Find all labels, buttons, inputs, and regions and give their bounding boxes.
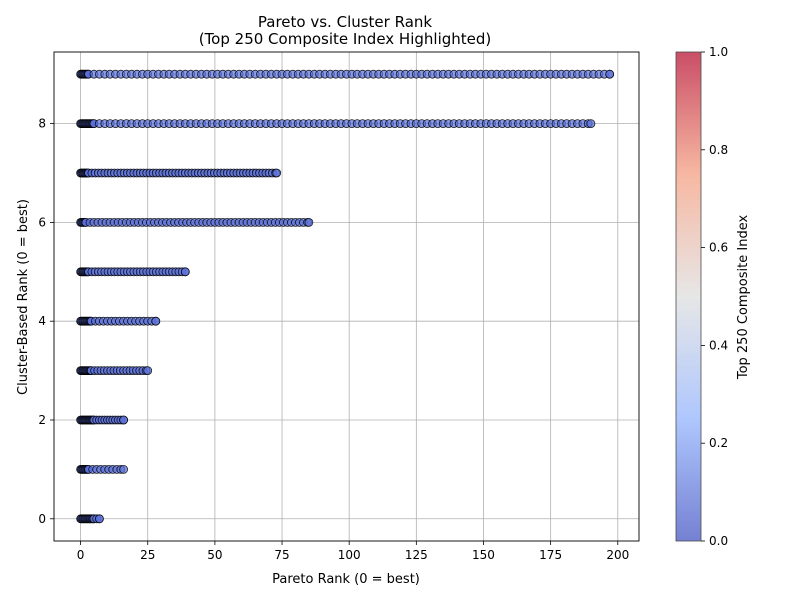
colorbar-tick-label: 0.4 bbox=[709, 338, 728, 352]
scatter-point bbox=[605, 69, 615, 79]
x-tick-label: 0 bbox=[77, 548, 85, 562]
scatter-point bbox=[272, 168, 282, 178]
scatter-point bbox=[95, 514, 104, 524]
scatter-point bbox=[304, 217, 314, 227]
colorbar-tick-label: 0.8 bbox=[709, 143, 728, 157]
plot-area-frame bbox=[53, 51, 640, 542]
colorbar-ticks: 0.0 0.2 0.4 0.6 0.8 1.0 bbox=[701, 45, 728, 548]
x-tick-label: 175 bbox=[539, 548, 562, 562]
chart-subtitle: (Top 250 Composite Index Highlighted) bbox=[199, 30, 492, 48]
x-tick-label: 100 bbox=[338, 548, 361, 562]
scatter-point bbox=[143, 366, 153, 376]
y-tick-label: 6 bbox=[38, 215, 46, 229]
y-axis-ticks: 0 2 4 6 8 bbox=[38, 117, 54, 526]
colorbar-tick-label: 0.2 bbox=[709, 436, 728, 450]
x-tick-label: 75 bbox=[274, 548, 289, 562]
scatter-point bbox=[586, 119, 596, 128]
scatter-point bbox=[119, 464, 128, 474]
x-tick-label: 50 bbox=[207, 548, 222, 562]
colorbar-tick-label: 0.0 bbox=[709, 534, 728, 548]
x-axis-label: Pareto Rank (0 = best) bbox=[272, 572, 420, 587]
y-tick-label: 2 bbox=[38, 413, 46, 427]
y-axis-label: Cluster-Based Rank (0 = best) bbox=[16, 199, 31, 395]
colorbar-label: Top 250 Composite Index bbox=[736, 215, 751, 381]
chart-title: Pareto vs. Cluster Rank bbox=[258, 13, 432, 31]
scatter-point bbox=[119, 415, 128, 425]
scatter-point bbox=[180, 267, 190, 277]
colorbar-tick-label: 0.6 bbox=[709, 241, 728, 255]
x-tick-label: 125 bbox=[405, 548, 428, 562]
colorbar bbox=[675, 51, 702, 542]
x-axis-ticks: 0 25 50 75 100 125 150 175 200 bbox=[77, 541, 629, 562]
scatter-points bbox=[76, 69, 615, 524]
colorbar-tick-label: 1.0 bbox=[709, 45, 728, 59]
x-tick-label: 200 bbox=[606, 548, 629, 562]
y-tick-label: 8 bbox=[38, 117, 46, 131]
scatter-point bbox=[151, 316, 161, 326]
x-tick-label: 150 bbox=[472, 548, 495, 562]
y-tick-label: 0 bbox=[38, 512, 46, 526]
y-tick-label: 4 bbox=[38, 314, 46, 328]
x-tick-label: 25 bbox=[140, 548, 155, 562]
